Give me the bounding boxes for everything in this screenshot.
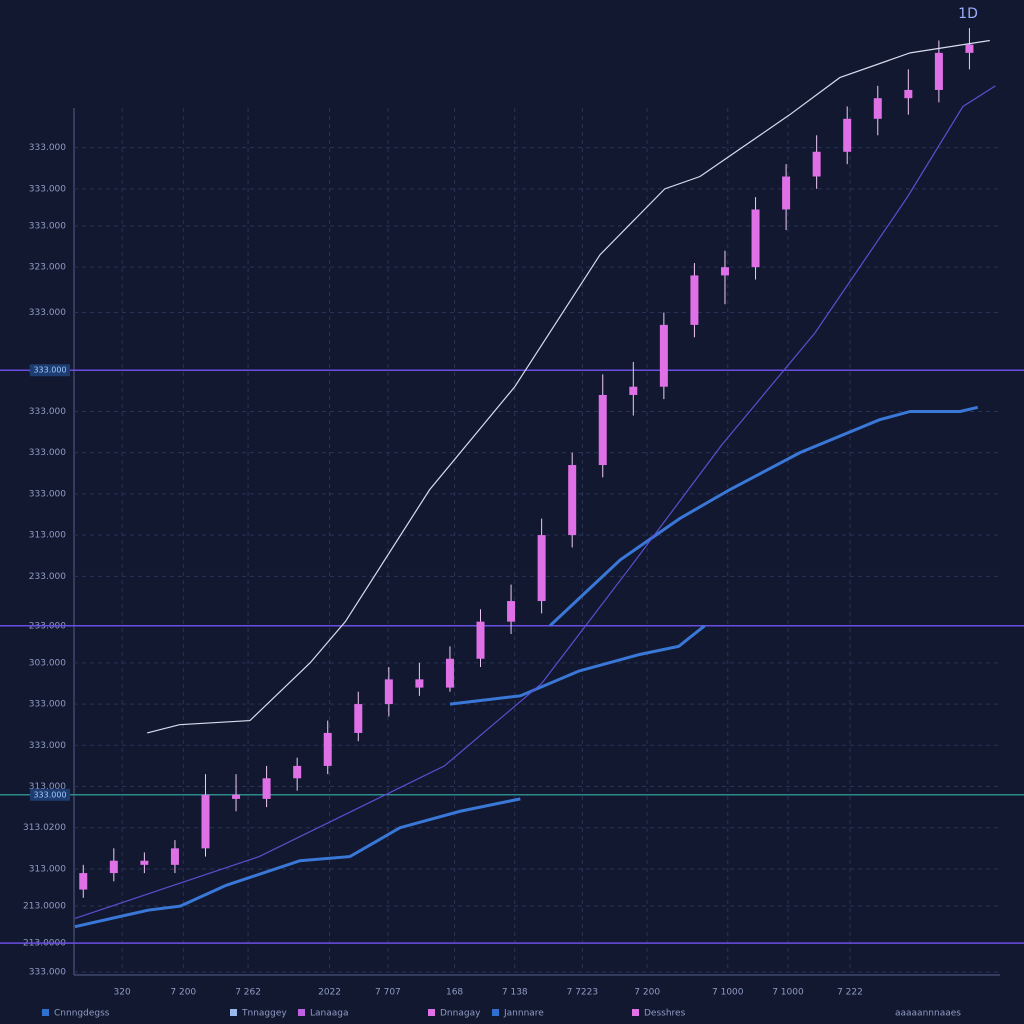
y-tick-label: 333.000: [29, 407, 66, 417]
candle-body: [476, 621, 485, 659]
y-tick-label: 313.0200: [23, 823, 66, 833]
legend-swatch: [230, 1009, 237, 1016]
y-tick-label: 323.000: [29, 263, 66, 273]
x-tick-label: 168: [446, 988, 463, 998]
candle-body: [904, 89, 913, 99]
legend-label: Tnnaggey: [241, 1009, 287, 1019]
line-series: [548, 405, 979, 627]
legend-label: Desshres: [644, 1009, 686, 1019]
candle-body: [232, 794, 241, 799]
candle-body: [629, 386, 638, 395]
legend-swatch: [492, 1009, 499, 1016]
y-tick-label: 333.000: [29, 184, 66, 194]
candle-body: [537, 535, 546, 602]
y-tick-label: 303.000: [29, 658, 66, 668]
y-tick-label: 313.000: [29, 531, 66, 541]
candle-body: [354, 704, 363, 733]
legend-note: aaaaannnaaes: [895, 1009, 961, 1019]
candle-body: [782, 176, 791, 210]
line-series: [147, 39, 990, 734]
y-tick-label: 233.000: [29, 572, 66, 582]
candle-body: [568, 465, 577, 536]
legend-swatch: [428, 1009, 435, 1016]
y-tick-label: 333.000: [29, 489, 66, 499]
candle-body: [109, 860, 118, 874]
candle-body: [201, 794, 210, 849]
candle-body: [140, 860, 149, 865]
level-label: 333.000: [33, 790, 66, 799]
y-tick-label: 333.000: [29, 700, 66, 710]
legend-swatch: [42, 1009, 49, 1016]
y-tick-label: 313.000: [29, 782, 66, 792]
candle-body: [843, 118, 852, 152]
legend-swatch: [632, 1009, 639, 1016]
y-tick-label: 333.000: [29, 308, 66, 318]
candle-body: [262, 778, 271, 799]
y-tick-label: 333.000: [29, 741, 66, 751]
y-tick-label: 213.0000: [23, 902, 66, 912]
legend-label: Lanaaga: [310, 1009, 349, 1019]
candle-body: [751, 209, 760, 268]
candle-body: [507, 601, 516, 622]
x-tick-label: 7 200: [170, 988, 196, 998]
candle-body: [323, 732, 332, 766]
y-tick-label: 333.000: [29, 448, 66, 458]
legend-label: Dnnagay: [440, 1009, 481, 1019]
candle-body: [293, 765, 302, 779]
y-tick-label: 333.000: [29, 143, 66, 153]
candle-body: [384, 679, 393, 705]
line-series: [74, 85, 996, 919]
y-tick-label: 313.000: [29, 864, 66, 874]
candle-body: [415, 679, 424, 688]
x-tick-label: 7 222: [837, 988, 863, 998]
level-label: 333.000: [33, 366, 66, 375]
x-tick-label: 7 138: [502, 988, 528, 998]
x-tick-label: 7 1000: [772, 988, 804, 998]
x-tick-label: 7 1000: [712, 988, 744, 998]
x-tick-label: 2022: [318, 988, 341, 998]
line-series: [74, 797, 521, 929]
level-tag: [30, 788, 70, 801]
legend-swatch: [298, 1009, 305, 1016]
candle-body: [445, 658, 454, 688]
y-tick-label: 333.000: [29, 221, 66, 231]
line-series: [449, 624, 706, 706]
candle-body: [720, 267, 729, 276]
candle-body: [659, 324, 668, 387]
legend-label: Jannnare: [503, 1009, 544, 1019]
candle-body: [934, 52, 943, 90]
x-tick-label: 7 200: [634, 988, 660, 998]
legend-label: Cnnngdegss: [54, 1009, 110, 1019]
x-tick-label: 320: [114, 988, 131, 998]
candle-body: [170, 848, 179, 865]
candle-body: [965, 44, 974, 53]
candle-body: [812, 151, 821, 177]
y-tick-label: 333.000: [29, 968, 66, 978]
level-tag: [30, 364, 70, 377]
x-tick-label: 7 7223: [567, 988, 599, 998]
candle-body: [873, 98, 882, 119]
candle-body: [598, 394, 607, 466]
x-tick-label: 7 707: [375, 988, 401, 998]
x-tick-label: 7 262: [235, 988, 261, 998]
candle-body: [79, 873, 88, 890]
corner-label: 1D: [958, 6, 978, 22]
candle-body: [690, 275, 699, 325]
